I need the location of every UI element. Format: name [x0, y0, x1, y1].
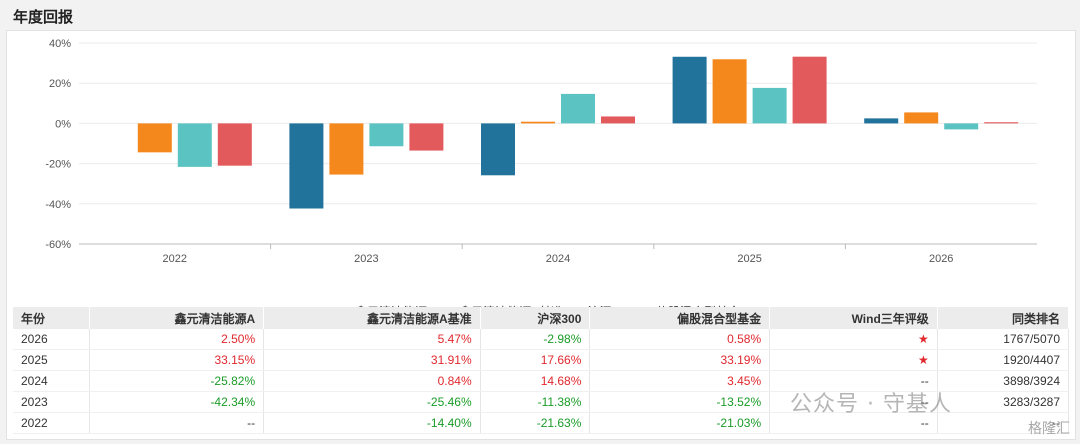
bar: [217, 123, 252, 166]
cell-year: 2023: [13, 391, 91, 413]
cell-hs300: 14.68%: [480, 370, 591, 392]
x-tick-label: 2024: [546, 253, 570, 265]
y-tick-label: -40%: [45, 199, 71, 211]
cell-rank: 1920/4407: [937, 349, 1070, 371]
bar: [329, 123, 364, 175]
table-row: 2026 2.50% 5.47% -2.98% 0.58% ★ 1767/507…: [13, 329, 1070, 350]
cell-rating: --: [769, 370, 938, 392]
section-title: 年度回报: [13, 9, 74, 26]
cell-rank: 3898/3924: [937, 370, 1070, 392]
cell-year: 2025: [13, 349, 91, 371]
cell-year: 2022: [13, 412, 91, 434]
cell-mixed-fund: 33.19%: [589, 349, 771, 371]
cell-benchmark: 31.91%: [263, 349, 481, 371]
col-header-benchmark: 鑫元清洁能源A基准: [263, 307, 481, 329]
cell-benchmark: 0.84%: [263, 370, 481, 392]
x-tick-label: 2026: [929, 253, 953, 265]
cell-year: 2026: [13, 329, 91, 350]
cell-mixed-fund: 3.45%: [589, 370, 771, 392]
col-header-year: 年份: [13, 307, 91, 329]
cell-mixed-fund: -13.52%: [589, 391, 771, 413]
annual-return-table: 年份 鑫元清洁能源A 鑫元清洁能源A基准 沪深300 偏股混合型基金 Wind三…: [13, 307, 1070, 434]
bar: [792, 56, 827, 124]
y-tick-label: -60%: [45, 239, 71, 251]
col-header-rank: 同类排名: [937, 307, 1070, 329]
cell-rating: --: [769, 412, 938, 434]
cell-mixed-fund: 0.58%: [589, 329, 771, 350]
cell-year: 2024: [13, 370, 91, 392]
bar: [561, 93, 595, 124]
x-tick-label: 2023: [354, 253, 378, 265]
cell-hs300: 17.66%: [480, 349, 591, 371]
cell-fund: 33.15%: [89, 349, 265, 371]
chart-panel: 40% 20% 0% -20% -40% -60% 2022 2023 2024 2025 2026…: [6, 30, 1076, 440]
cell-rank: 3283/3287: [937, 391, 1070, 413]
x-tick-label: 2022: [163, 253, 187, 265]
table-row: 2022 -- -14.40% -21.63% -21.03% -- --: [13, 412, 1070, 434]
bar: [752, 87, 787, 124]
cell-fund: -25.82%: [89, 370, 265, 392]
cell-benchmark: 5.47%: [263, 329, 481, 350]
bar: [369, 123, 404, 147]
table-header-row: 年份 鑫元清洁能源A 鑫元清洁能源A基准 沪深300 偏股混合型基金 Wind三…: [13, 307, 1070, 329]
cell-rating: --: [769, 391, 938, 413]
x-tick-label: 2025: [737, 253, 761, 265]
col-header-rating: Wind三年评级: [769, 307, 938, 329]
bar: [864, 118, 899, 124]
bar: [984, 122, 1019, 124]
cell-mixed-fund: -21.03%: [589, 412, 771, 434]
watermark: 公众号 · 守基人: [790, 392, 952, 417]
cell-hs300: -2.98%: [480, 329, 591, 350]
bar: [289, 123, 324, 209]
bar: [177, 123, 212, 167]
cell-fund: --: [89, 412, 265, 434]
watermark-corner: 格隆汇: [1028, 421, 1070, 437]
cell-benchmark: -25.46%: [263, 391, 481, 413]
cell-hs300: -21.63%: [480, 412, 591, 434]
bar: [601, 116, 635, 124]
annual-return-bar-chart: 40% 20% 0% -20% -40% -60% 2022 2023 2024 2025 2026: [45, 38, 1037, 265]
bar: [944, 123, 979, 130]
col-header-fund: 鑫元清洁能源A: [89, 307, 265, 329]
y-tick-label: -20%: [45, 159, 71, 171]
bar: [481, 123, 515, 176]
y-tick-label: 20%: [49, 78, 71, 90]
cell-benchmark: -14.40%: [263, 412, 481, 434]
bar: [712, 59, 747, 124]
y-tick-label: 40%: [49, 38, 71, 50]
cell-fund: 2.50%: [89, 329, 265, 350]
bar: [672, 56, 707, 124]
y-tick-label: 0%: [55, 118, 71, 130]
cell-rating: ★: [769, 349, 938, 371]
bar: [137, 123, 172, 153]
col-header-hs300: 沪深300: [480, 307, 591, 329]
table-row: 2025 33.15% 31.91% 17.66% 33.19% ★ 1920/…: [13, 349, 1070, 371]
cell-hs300: -11.38%: [480, 391, 591, 413]
cell-fund: -42.34%: [89, 391, 265, 413]
table-row: 2024 -25.82% 0.84% 14.68% 3.45% -- 3898/…: [13, 370, 1070, 392]
table-row: 2023 -42.34% -25.46% -11.38% -13.52% -- …: [13, 391, 1070, 413]
col-header-mixed-fund: 偏股混合型基金: [589, 307, 771, 329]
cell-rating: ★: [769, 329, 938, 350]
cell-rank: 1767/5070: [937, 329, 1070, 350]
bar: [904, 112, 939, 124]
bar: [521, 121, 555, 124]
cell-rank: --: [937, 412, 1070, 434]
bar: [409, 123, 444, 151]
